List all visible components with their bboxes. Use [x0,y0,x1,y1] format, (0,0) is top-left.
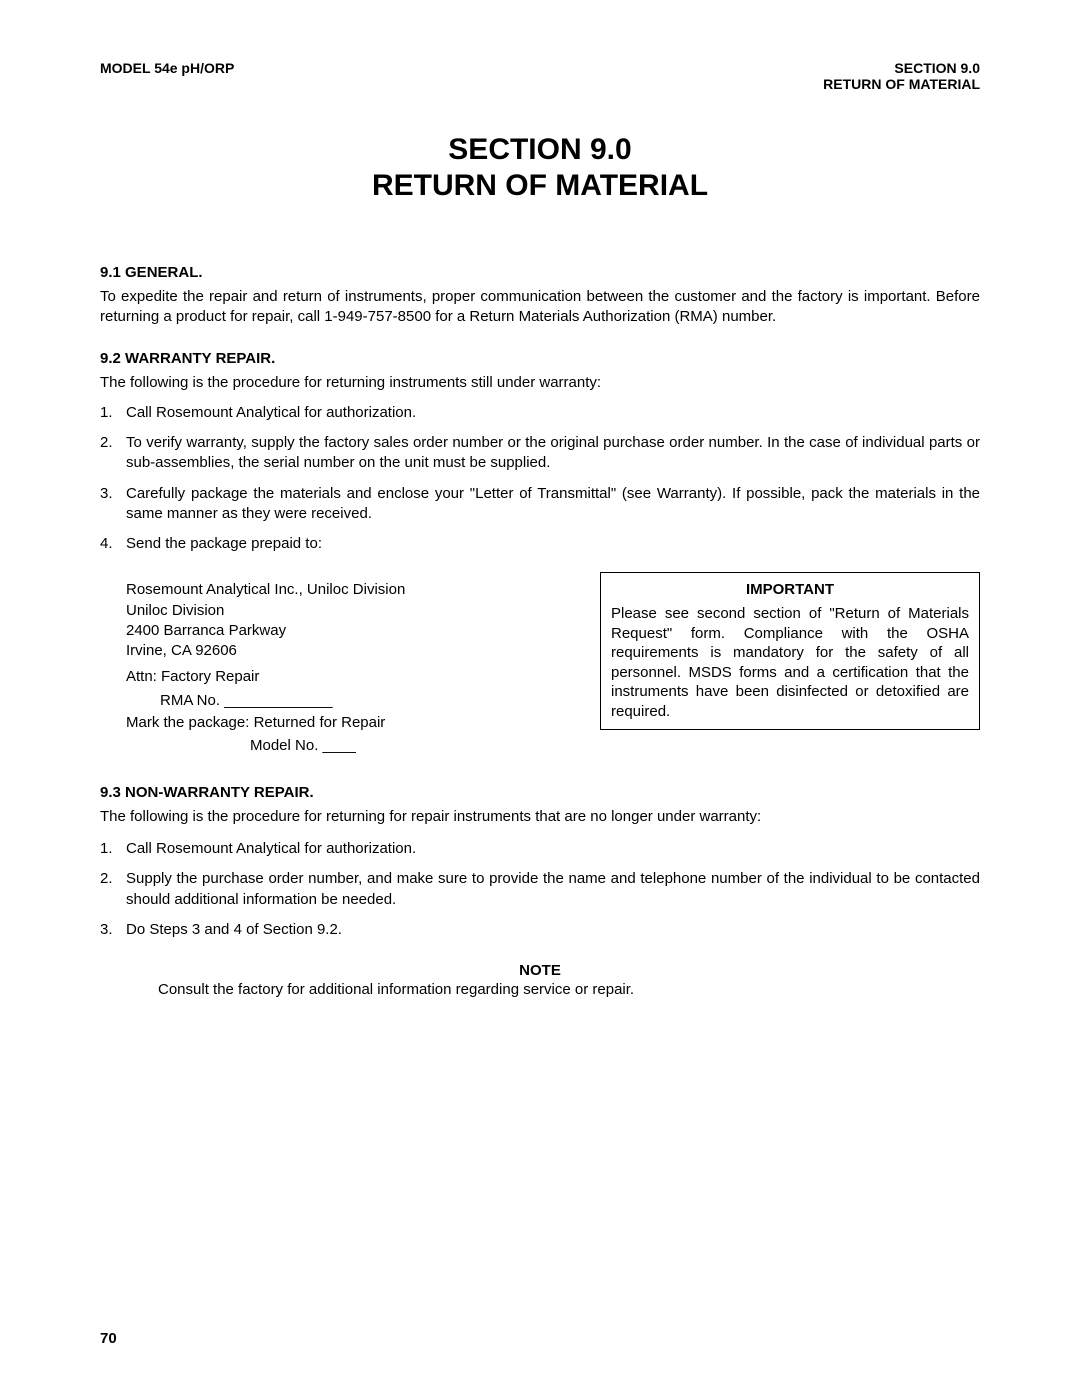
header-right-line1: SECTION 9.0 [823,60,980,76]
important-box: IMPORTANT Please see second section of "… [600,572,980,730]
address-line: 2400 Barranca Parkway [126,621,570,641]
model-line: Model No. ____ [100,737,570,754]
title-line2: RETURN OF MATERIAL [100,168,980,204]
main-title: SECTION 9.0 RETURN OF MATERIAL [100,132,980,204]
note-title: NOTE [100,962,980,979]
list-text: To verify warranty, supply the factory s… [126,433,980,474]
header-right: SECTION 9.0 RETURN OF MATERIAL [823,60,980,92]
section-9-3-heading: 9.3 NON-WARRANTY REPAIR. [100,784,980,801]
section-9-3-intro: The following is the procedure for retur… [100,807,980,827]
section-9-3-list: 1. Call Rosemount Analytical for authori… [100,839,980,940]
list-number: 1. [100,839,126,859]
list-text: Call Rosemount Analytical for authorizat… [126,839,980,859]
address-column: Rosemount Analytical Inc., Uniloc Divisi… [100,576,570,754]
list-item: 1. Call Rosemount Analytical for authori… [100,403,980,423]
list-item: 2. To verify warranty, supply the factor… [100,433,980,474]
address-line: Uniloc Division [126,601,570,621]
list-number: 2. [100,869,126,910]
page-number: 70 [100,1330,117,1347]
section-9-1-text: To expedite the repair and return of ins… [100,287,980,328]
section-9-2-heading: 9.2 WARRANTY REPAIR. [100,350,980,367]
section-9-2-list: 1. Call Rosemount Analytical for authori… [100,403,980,555]
rma-line: RMA No. _____________ [100,692,570,709]
list-item: 2. Supply the purchase order number, and… [100,869,980,910]
list-text: Do Steps 3 and 4 of Section 9.2. [126,920,980,940]
header-right-line2: RETURN OF MATERIAL [823,76,980,92]
page-header: MODEL 54e pH/ORP SECTION 9.0 RETURN OF M… [100,60,980,92]
note-body: Consult the factory for additional infor… [100,981,980,998]
list-number: 4. [100,534,126,554]
list-text: Send the package prepaid to: [126,534,980,554]
address-and-important-row: Rosemount Analytical Inc., Uniloc Divisi… [100,576,980,754]
attn-line: Attn: Factory Repair [100,667,570,687]
list-text: Supply the purchase order number, and ma… [126,869,980,910]
list-item: 1. Call Rosemount Analytical for authori… [100,839,980,859]
address-line: Irvine, CA 92606 [126,641,570,661]
title-line1: SECTION 9.0 [100,132,980,168]
list-number: 2. [100,433,126,474]
list-item: 3. Do Steps 3 and 4 of Section 9.2. [100,920,980,940]
list-text: Call Rosemount Analytical for authorizat… [126,403,980,423]
list-item: 4. Send the package prepaid to: [100,534,980,554]
address-block: Rosemount Analytical Inc., Uniloc Divisi… [100,580,570,661]
mark-line: Mark the package: Returned for Repair [100,713,570,733]
section-9-2-intro: The following is the procedure for retur… [100,373,980,393]
header-left: MODEL 54e pH/ORP [100,60,234,92]
important-title: IMPORTANT [611,581,969,598]
address-line: Rosemount Analytical Inc., Uniloc Divisi… [126,580,570,600]
section-9-1-heading: 9.1 GENERAL. [100,264,980,281]
list-text: Carefully package the materials and encl… [126,484,980,525]
list-item: 3. Carefully package the materials and e… [100,484,980,525]
list-number: 3. [100,920,126,940]
list-number: 1. [100,403,126,423]
important-body: Please see second section of "Return of … [611,604,969,721]
list-number: 3. [100,484,126,525]
